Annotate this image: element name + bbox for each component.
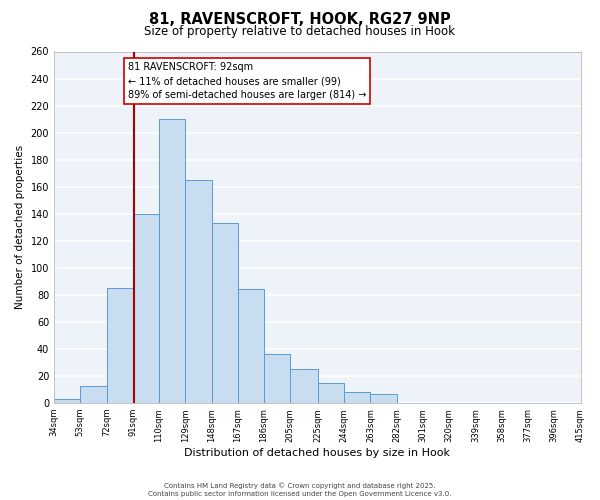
Bar	[238, 290, 264, 403]
Bar	[159, 119, 185, 403]
Bar	[264, 354, 290, 403]
Bar	[344, 392, 370, 403]
Text: Size of property relative to detached houses in Hook: Size of property relative to detached ho…	[145, 25, 455, 38]
X-axis label: Distribution of detached houses by size in Hook: Distribution of detached houses by size …	[184, 448, 450, 458]
Bar	[80, 386, 107, 403]
Bar	[212, 223, 238, 403]
Bar	[318, 383, 344, 403]
Bar	[54, 399, 80, 403]
Bar	[290, 370, 318, 403]
Bar	[370, 394, 397, 403]
Bar	[133, 214, 159, 403]
Bar	[107, 288, 133, 403]
Y-axis label: Number of detached properties: Number of detached properties	[15, 145, 25, 310]
Text: 81, RAVENSCROFT, HOOK, RG27 9NP: 81, RAVENSCROFT, HOOK, RG27 9NP	[149, 12, 451, 28]
Text: Contains public sector information licensed under the Open Government Licence v3: Contains public sector information licen…	[148, 491, 452, 497]
Bar	[185, 180, 212, 403]
Text: 81 RAVENSCROFT: 92sqm
← 11% of detached houses are smaller (99)
89% of semi-deta: 81 RAVENSCROFT: 92sqm ← 11% of detached …	[128, 62, 366, 100]
Text: Contains HM Land Registry data © Crown copyright and database right 2025.: Contains HM Land Registry data © Crown c…	[164, 482, 436, 489]
